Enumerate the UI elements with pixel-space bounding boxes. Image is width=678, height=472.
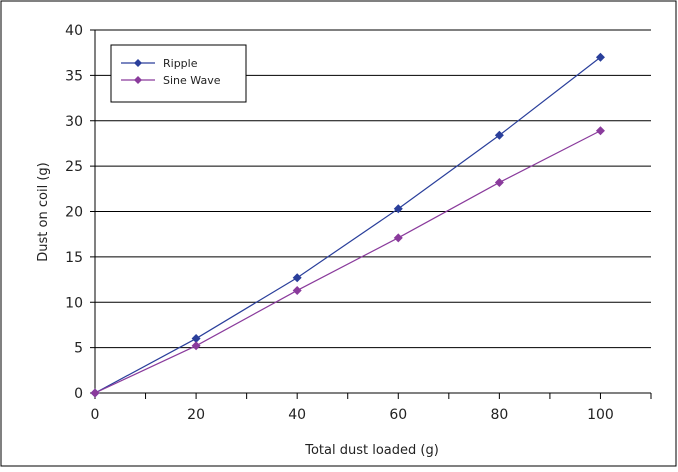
y-tick-label: 10 xyxy=(65,295,83,311)
data-point-ripple xyxy=(191,334,201,344)
series-line-sine-wave xyxy=(94,130,601,394)
y-tick-label: 5 xyxy=(74,341,83,357)
tick-labels: 0 5 10 15 20 25 30 35 40 0 20 40 60 80 100 xyxy=(65,23,614,423)
y-axis-title: Dust on coil (g) xyxy=(36,162,51,261)
data-point-sine-wave xyxy=(393,233,403,243)
legend: Ripple Sine Wave xyxy=(110,44,247,103)
data-point-ripple xyxy=(494,130,504,140)
x-axis-title: Total dust loaded (g) xyxy=(304,443,439,458)
data-point-ripple xyxy=(393,204,403,214)
y-tick-label: 20 xyxy=(65,205,83,221)
data-point-sine-wave xyxy=(191,341,201,351)
axes xyxy=(90,29,652,399)
data-point-sine-wave xyxy=(595,126,605,136)
series-line-ripple xyxy=(94,56,601,394)
data-point-sine-wave xyxy=(494,177,504,187)
y-tick-label: 40 xyxy=(65,23,83,39)
legend-swatch-marker xyxy=(134,59,142,67)
y-tick-label: 25 xyxy=(65,159,83,175)
legend-label-ripple: Ripple xyxy=(163,57,198,70)
y-tick-label: 15 xyxy=(65,250,83,266)
x-tick-label: 100 xyxy=(587,407,614,423)
data-point-sine-wave xyxy=(292,285,302,295)
legend-swatch-marker xyxy=(134,76,142,84)
y-tick-label: 0 xyxy=(74,386,83,402)
y-tick-label: 30 xyxy=(65,114,83,130)
x-tick-label: 80 xyxy=(490,407,508,423)
x-tick-label: 20 xyxy=(187,407,205,423)
legend-box xyxy=(110,44,247,103)
x-tick-label: 0 xyxy=(91,407,100,423)
x-tick-label: 40 xyxy=(288,407,306,423)
legend-label-sine-wave: Sine Wave xyxy=(163,74,221,87)
x-tick-label: 60 xyxy=(389,407,407,423)
data-point-ripple xyxy=(292,273,302,283)
data-point-ripple xyxy=(595,52,605,62)
series-lines xyxy=(90,52,605,398)
y-tick-label: 35 xyxy=(65,68,83,84)
data-point-sine-wave xyxy=(90,388,100,398)
